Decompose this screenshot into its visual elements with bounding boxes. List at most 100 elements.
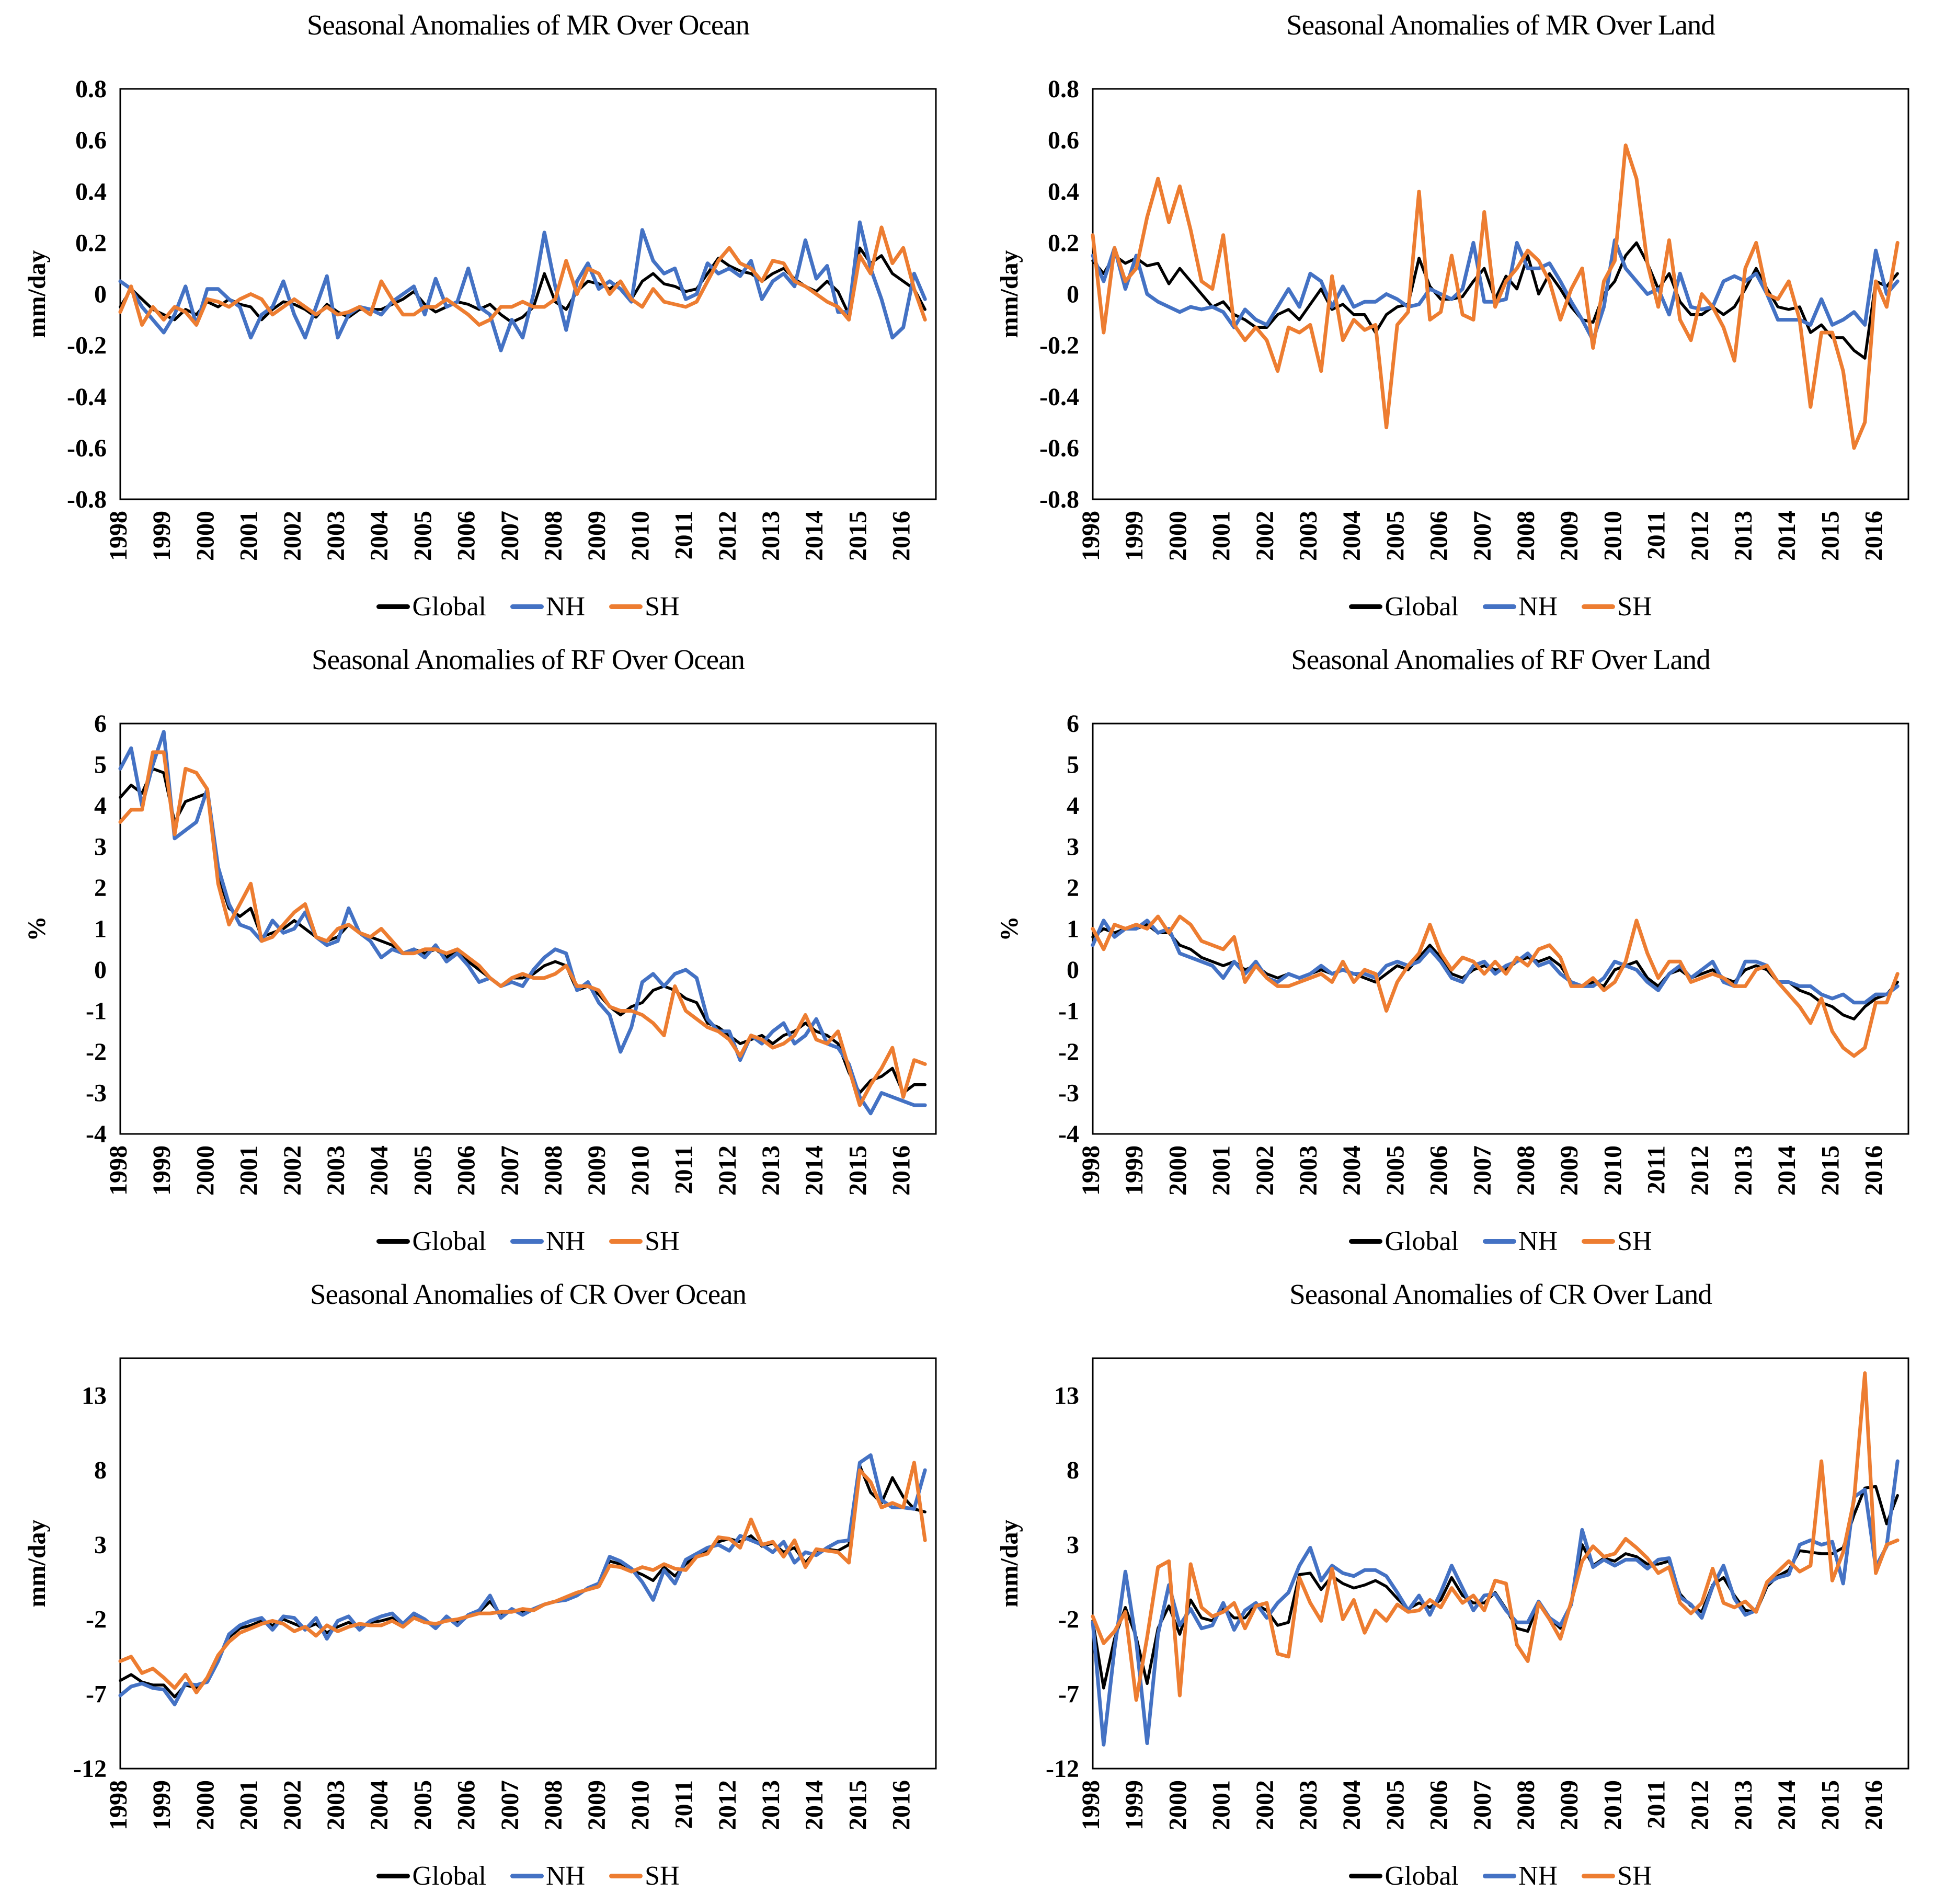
y-tick-label: 2: [94, 874, 107, 902]
legend-item-nh: NH: [1482, 591, 1558, 622]
x-tick-label: 2003: [1295, 1145, 1322, 1196]
x-tick-label: 2011: [670, 1780, 698, 1829]
x-tick-label: 2002: [1251, 511, 1279, 561]
x-tick-label: 1999: [148, 1780, 176, 1830]
y-tick-label: 0: [1067, 956, 1079, 984]
legend-swatch-sh: [1582, 604, 1616, 609]
y-tick-label: 3: [1067, 1531, 1079, 1559]
y-tick-label: 13: [1054, 1382, 1079, 1409]
x-tick-label: 2006: [1425, 511, 1453, 561]
x-tick-label: 2004: [365, 1145, 393, 1196]
x-tick-label: 2015: [1816, 1780, 1844, 1830]
y-axis-title: mm/day: [23, 1520, 51, 1608]
y-tick-label: 13: [82, 1382, 107, 1409]
legend-label: Global: [1385, 592, 1459, 622]
legend-label: NH: [1518, 592, 1558, 622]
x-tick-label: 2007: [1469, 511, 1496, 561]
x-tick-label: 2016: [1860, 1780, 1888, 1830]
legend-item-nh: NH: [510, 591, 585, 622]
x-tick-label: 2006: [453, 1780, 480, 1830]
legend-swatch-global: [1349, 1874, 1383, 1878]
series-line-nh: [1091, 919, 1900, 1005]
legend-label: SH: [1617, 1226, 1652, 1256]
y-tick-label: 6: [94, 710, 107, 738]
x-tick-label: 1998: [1077, 1145, 1105, 1196]
chart-legend: Global NH SH: [120, 1226, 936, 1257]
y-axis-title: %: [23, 916, 51, 942]
legend-item-global: Global: [1349, 1226, 1459, 1257]
chart-mr-ocean: Seasonal Anomalies of MR Over Ocean 0.8 0…: [0, 0, 972, 635]
x-tick-label: 2016: [888, 1145, 916, 1196]
x-tick-label: 2001: [1208, 1780, 1235, 1830]
x-tick-label: 1999: [148, 511, 176, 561]
x-tick-label: 2005: [1381, 1780, 1409, 1830]
legend-label: SH: [1617, 592, 1652, 622]
y-tick-label: 0.2: [1048, 229, 1079, 257]
y-axis-title: %: [996, 916, 1023, 942]
legend-item-global: Global: [1349, 591, 1459, 622]
legend-swatch-sh: [609, 1874, 643, 1878]
x-tick-label: 2003: [322, 1145, 350, 1196]
x-tick-label: 2013: [757, 511, 785, 561]
x-tick-label: 2012: [714, 1145, 741, 1196]
x-tick-label: 2000: [191, 1780, 219, 1830]
series-line-nh: [118, 730, 927, 1116]
x-tick-label: 2009: [583, 511, 611, 561]
x-tick-label: 2011: [670, 1145, 698, 1194]
x-tick-label: 2003: [322, 1780, 350, 1830]
x-tick-label: 2001: [235, 511, 263, 561]
x-tick-label: 2012: [1686, 511, 1714, 561]
legend-label: NH: [1518, 1861, 1558, 1891]
legend-swatch-nh: [1482, 1874, 1516, 1878]
chart-legend: Global NH SH: [1093, 591, 1908, 622]
y-tick-label: 6: [1067, 710, 1079, 738]
x-tick-label: 2002: [1251, 1145, 1279, 1196]
legend-label: Global: [412, 592, 486, 622]
chart-rf-ocean: Seasonal Anomalies of RF Over Ocean 6 5 4 3…: [0, 635, 972, 1269]
chart-legend: Global NH SH: [120, 1861, 936, 1891]
chart-title: Seasonal Anomalies of CR Over Land: [1289, 1278, 1712, 1310]
y-tick-label: 4: [94, 792, 107, 820]
x-tick-label: 2010: [626, 1780, 654, 1830]
x-tick-label: 2007: [496, 1780, 524, 1830]
x-tick-label: 2013: [757, 1780, 785, 1830]
x-tick-label: 2013: [1730, 1780, 1757, 1830]
y-tick-label: -0.8: [1039, 486, 1079, 513]
legend-swatch-nh: [510, 1874, 544, 1878]
y-tick-label: -1: [86, 997, 107, 1025]
legend-swatch-nh: [510, 1239, 544, 1244]
x-tick-label: 2004: [365, 511, 393, 561]
plot-border: [1092, 88, 1909, 500]
legend-label: Global: [412, 1861, 486, 1891]
x-tick-label: 2000: [191, 511, 219, 561]
x-tick-label: 1999: [1120, 1780, 1148, 1830]
y-tick-label: 8: [1067, 1456, 1079, 1484]
y-tick-label: 0.8: [1048, 75, 1079, 103]
x-tick-label: 2007: [1469, 1145, 1496, 1196]
x-tick-label: 2012: [1686, 1780, 1714, 1830]
legend-item-sh: SH: [1582, 591, 1652, 622]
y-tick-label: -1: [1058, 997, 1079, 1025]
y-tick-label: -3: [86, 1080, 107, 1107]
y-tick-label: 4: [1067, 792, 1079, 820]
x-tick-label: 2009: [583, 1145, 611, 1196]
y-axis-title: mm/day: [23, 250, 51, 338]
series-line-sh: [1091, 914, 1900, 1058]
chart-canvas-mr-land: 0.8 0.6 0.4 0.2 0 -0.2 -0.4 -0.6 -0.8 mm/day 1998 1…: [996, 75, 1909, 561]
x-tick-label: 2016: [1860, 1145, 1888, 1196]
x-tick-label: 2001: [1208, 1145, 1235, 1196]
x-tick-label: 2005: [409, 511, 437, 561]
y-tick-label: 3: [94, 1531, 107, 1559]
x-tick-label: 2005: [409, 1780, 437, 1830]
chart-canvas-cr-land: 13 8 3 -2 -7 -12 mm/day 1998 1999 2000 2001 2002 200…: [996, 1357, 1909, 1830]
x-tick-label: 2002: [279, 511, 306, 561]
x-tick-label: 2004: [1338, 511, 1366, 561]
y-tick-label: 2: [1067, 874, 1079, 902]
legend-item-sh: SH: [1582, 1861, 1652, 1891]
x-tick-label: 2002: [279, 1145, 306, 1196]
chart-rf-land: Seasonal Anomalies of RF Over Land 6 5 4 3 2…: [972, 635, 1945, 1269]
legend-label: SH: [645, 592, 680, 622]
chart-cr-ocean: Seasonal Anomalies of CR Over Ocean 13 8 3…: [0, 1269, 972, 1904]
x-tick-label: 2014: [800, 1145, 828, 1196]
legend-label: NH: [545, 1226, 586, 1256]
